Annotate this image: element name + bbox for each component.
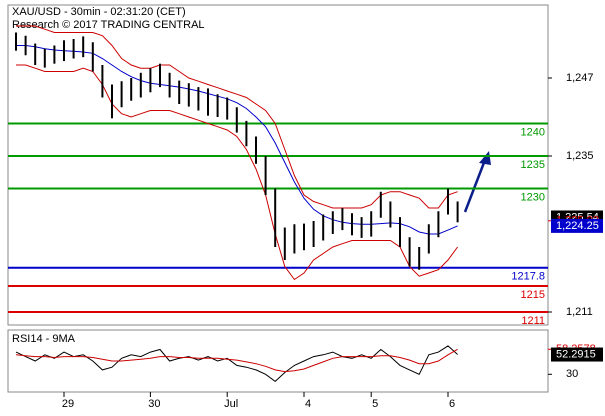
rsi-panel xyxy=(7,329,549,393)
level-label: 1240 xyxy=(521,126,545,138)
y-tick-label: 1,211 xyxy=(566,306,593,318)
arrow-head xyxy=(479,151,491,165)
arrow-shaft xyxy=(463,159,487,213)
indicator-line xyxy=(16,64,459,281)
level-label: 1235 xyxy=(521,159,545,171)
x-tick-label: 5 xyxy=(372,398,378,410)
y-tick-label: 1,235 xyxy=(566,150,594,162)
x-tick-label: 29 xyxy=(62,398,74,410)
level-label: 1211 xyxy=(521,315,545,327)
x-tick-label: 30 xyxy=(148,398,160,410)
price-panel xyxy=(7,4,549,326)
y-tick-label: 30 xyxy=(566,368,578,380)
value-marker-box xyxy=(551,347,603,362)
x-tick-label: 6 xyxy=(449,398,455,410)
chart-subtitle: Research © 2017 TRADING CENTRAL xyxy=(12,19,205,31)
y-tick-label: 1,247 xyxy=(566,72,594,84)
value-marker-box xyxy=(551,218,603,233)
chart-title: XAU/USD - 30min - 02:31:20 (CET) xyxy=(12,6,186,18)
rsi-line xyxy=(15,345,458,383)
level-label: 1217.8 xyxy=(511,271,545,283)
rsi-line xyxy=(15,348,458,373)
value-marker-label: 52.2915 xyxy=(556,348,596,360)
level-label: 1215 xyxy=(521,289,545,301)
rsi-title: RSI14 - 9MA xyxy=(12,333,76,345)
indicator-line xyxy=(16,45,458,235)
x-tick-label: Jul xyxy=(224,398,238,410)
level-label: 1230 xyxy=(521,191,545,203)
indicator-line xyxy=(16,25,458,209)
value-marker-label: 1,224.25 xyxy=(556,220,599,232)
x-tick-label: 4 xyxy=(305,398,311,410)
